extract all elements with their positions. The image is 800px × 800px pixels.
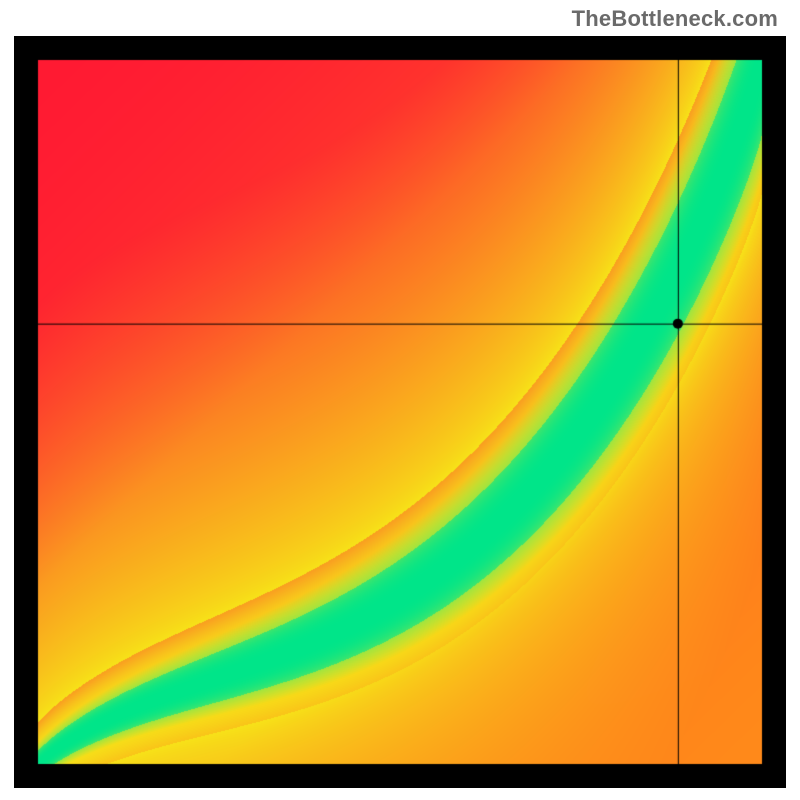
bottleneck-heatmap [14, 36, 786, 788]
figure-container: TheBottleneck.com [0, 0, 800, 800]
plot-border [14, 36, 786, 788]
watermark-text: TheBottleneck.com [572, 6, 778, 32]
